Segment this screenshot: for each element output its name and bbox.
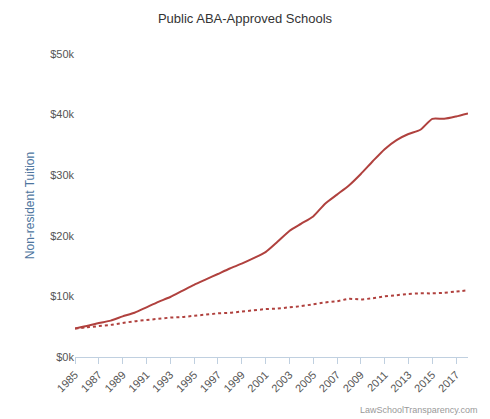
svg-text:1987: 1987 (78, 369, 104, 395)
svg-text:1999: 1999 (221, 369, 247, 395)
svg-text:LawSchoolTransparency.com: LawSchoolTransparency.com (360, 405, 478, 415)
svg-text:$10k: $10k (50, 290, 74, 302)
svg-text:2017: 2017 (436, 369, 462, 395)
svg-text:2015: 2015 (412, 369, 438, 395)
svg-text:2011: 2011 (365, 369, 390, 394)
svg-text:2001: 2001 (245, 369, 271, 395)
svg-text:1993: 1993 (150, 369, 176, 395)
svg-text:$40k: $40k (50, 108, 74, 120)
svg-text:Public ABA-Approved Schools: Public ABA-Approved Schools (158, 11, 333, 26)
svg-text:$0k: $0k (56, 351, 74, 363)
svg-text:2003: 2003 (269, 369, 295, 395)
svg-text:1991: 1991 (126, 369, 152, 395)
svg-text:2007: 2007 (317, 369, 343, 395)
svg-text:$50k: $50k (50, 48, 74, 60)
svg-text:1989: 1989 (102, 369, 128, 395)
svg-text:$30k: $30k (50, 169, 74, 181)
svg-text:Non-resident Tuition: Non-resident Tuition (23, 152, 37, 259)
svg-text:1995: 1995 (174, 369, 200, 395)
svg-text:2013: 2013 (388, 369, 414, 395)
svg-text:1997: 1997 (197, 369, 223, 395)
svg-text:$20k: $20k (50, 230, 74, 242)
svg-text:1985: 1985 (55, 369, 81, 395)
svg-text:2009: 2009 (340, 369, 366, 395)
svg-text:2005: 2005 (293, 369, 319, 395)
